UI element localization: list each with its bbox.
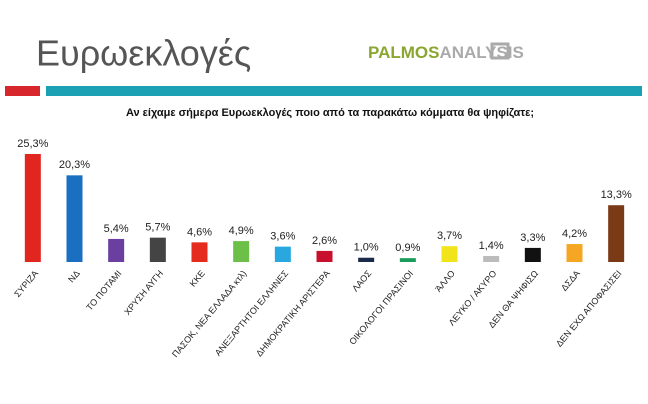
category-label: ΤΟ ΠΟΤΑΜΙ — [84, 268, 123, 312]
value-label: 13,3% — [601, 189, 632, 201]
bar — [233, 241, 250, 262]
accent-red — [5, 86, 40, 96]
bar — [566, 244, 583, 262]
value-label: 5,7% — [145, 222, 170, 234]
value-label: 20,3% — [59, 159, 90, 171]
value-label: 3,7% — [437, 230, 462, 242]
accent-teal — [46, 86, 642, 96]
bar — [316, 250, 333, 262]
bar — [149, 237, 166, 262]
bar — [483, 256, 500, 262]
logo-icon — [490, 42, 510, 60]
value-label: 1,0% — [354, 242, 379, 254]
logo-light: ANALYSIS — [439, 43, 523, 62]
category-label: ΝΔ — [66, 268, 82, 284]
value-label: 4,2% — [562, 228, 587, 240]
bar — [608, 205, 625, 262]
category-label: ΠΑΣΟΚ, ΝΕΑ ΕΛΛΑΔΑ κτλ) — [170, 268, 248, 359]
bar — [358, 257, 375, 262]
bar — [108, 238, 125, 262]
value-label: 3,3% — [520, 232, 545, 244]
category-label: ΆΛΛΟ — [433, 268, 457, 293]
bar — [441, 246, 458, 262]
value-label: 1,4% — [479, 240, 504, 252]
bar — [24, 153, 41, 262]
logo: PALMOSANALYSIS — [368, 43, 524, 62]
category-label: ΚΚΕ — [188, 268, 207, 288]
value-label: 3,6% — [270, 231, 295, 243]
value-label: 25,3% — [17, 138, 48, 150]
chart-title: Αν είχαμε σήμερα Ευρωεκλογές ποιο από τα… — [126, 107, 534, 119]
bar — [524, 247, 541, 262]
value-label: 4,6% — [187, 226, 212, 238]
value-label: 0,9% — [395, 242, 420, 254]
slide-title: Ευρωεκλογές — [36, 33, 251, 74]
category-label: ΔΣΔΑ — [559, 268, 582, 293]
value-label: 5,4% — [104, 223, 129, 235]
bar — [191, 242, 208, 262]
bar — [66, 175, 83, 262]
category-label: ΛΑΟΣ — [350, 268, 374, 293]
logo-bold: PALMOS — [368, 43, 439, 62]
bar — [274, 246, 291, 262]
category-label: ΣΥΡΙΖΑ — [12, 268, 40, 299]
category-label: ΧΡΥΣΗ ΑΥΓΗ — [122, 268, 165, 316]
bar — [399, 258, 416, 262]
category-label: ΔΗΜΟΚΡΑΤΙΚΗ ΑΡΙΣΤΕΡΑ — [254, 268, 332, 358]
value-label: 2,6% — [312, 235, 337, 247]
category-label: ΑΝΕΞΑΡΤΗΤΟΙ ΕΛΛΗΝΕΣ — [213, 268, 291, 358]
value-label: 4,9% — [229, 225, 254, 237]
